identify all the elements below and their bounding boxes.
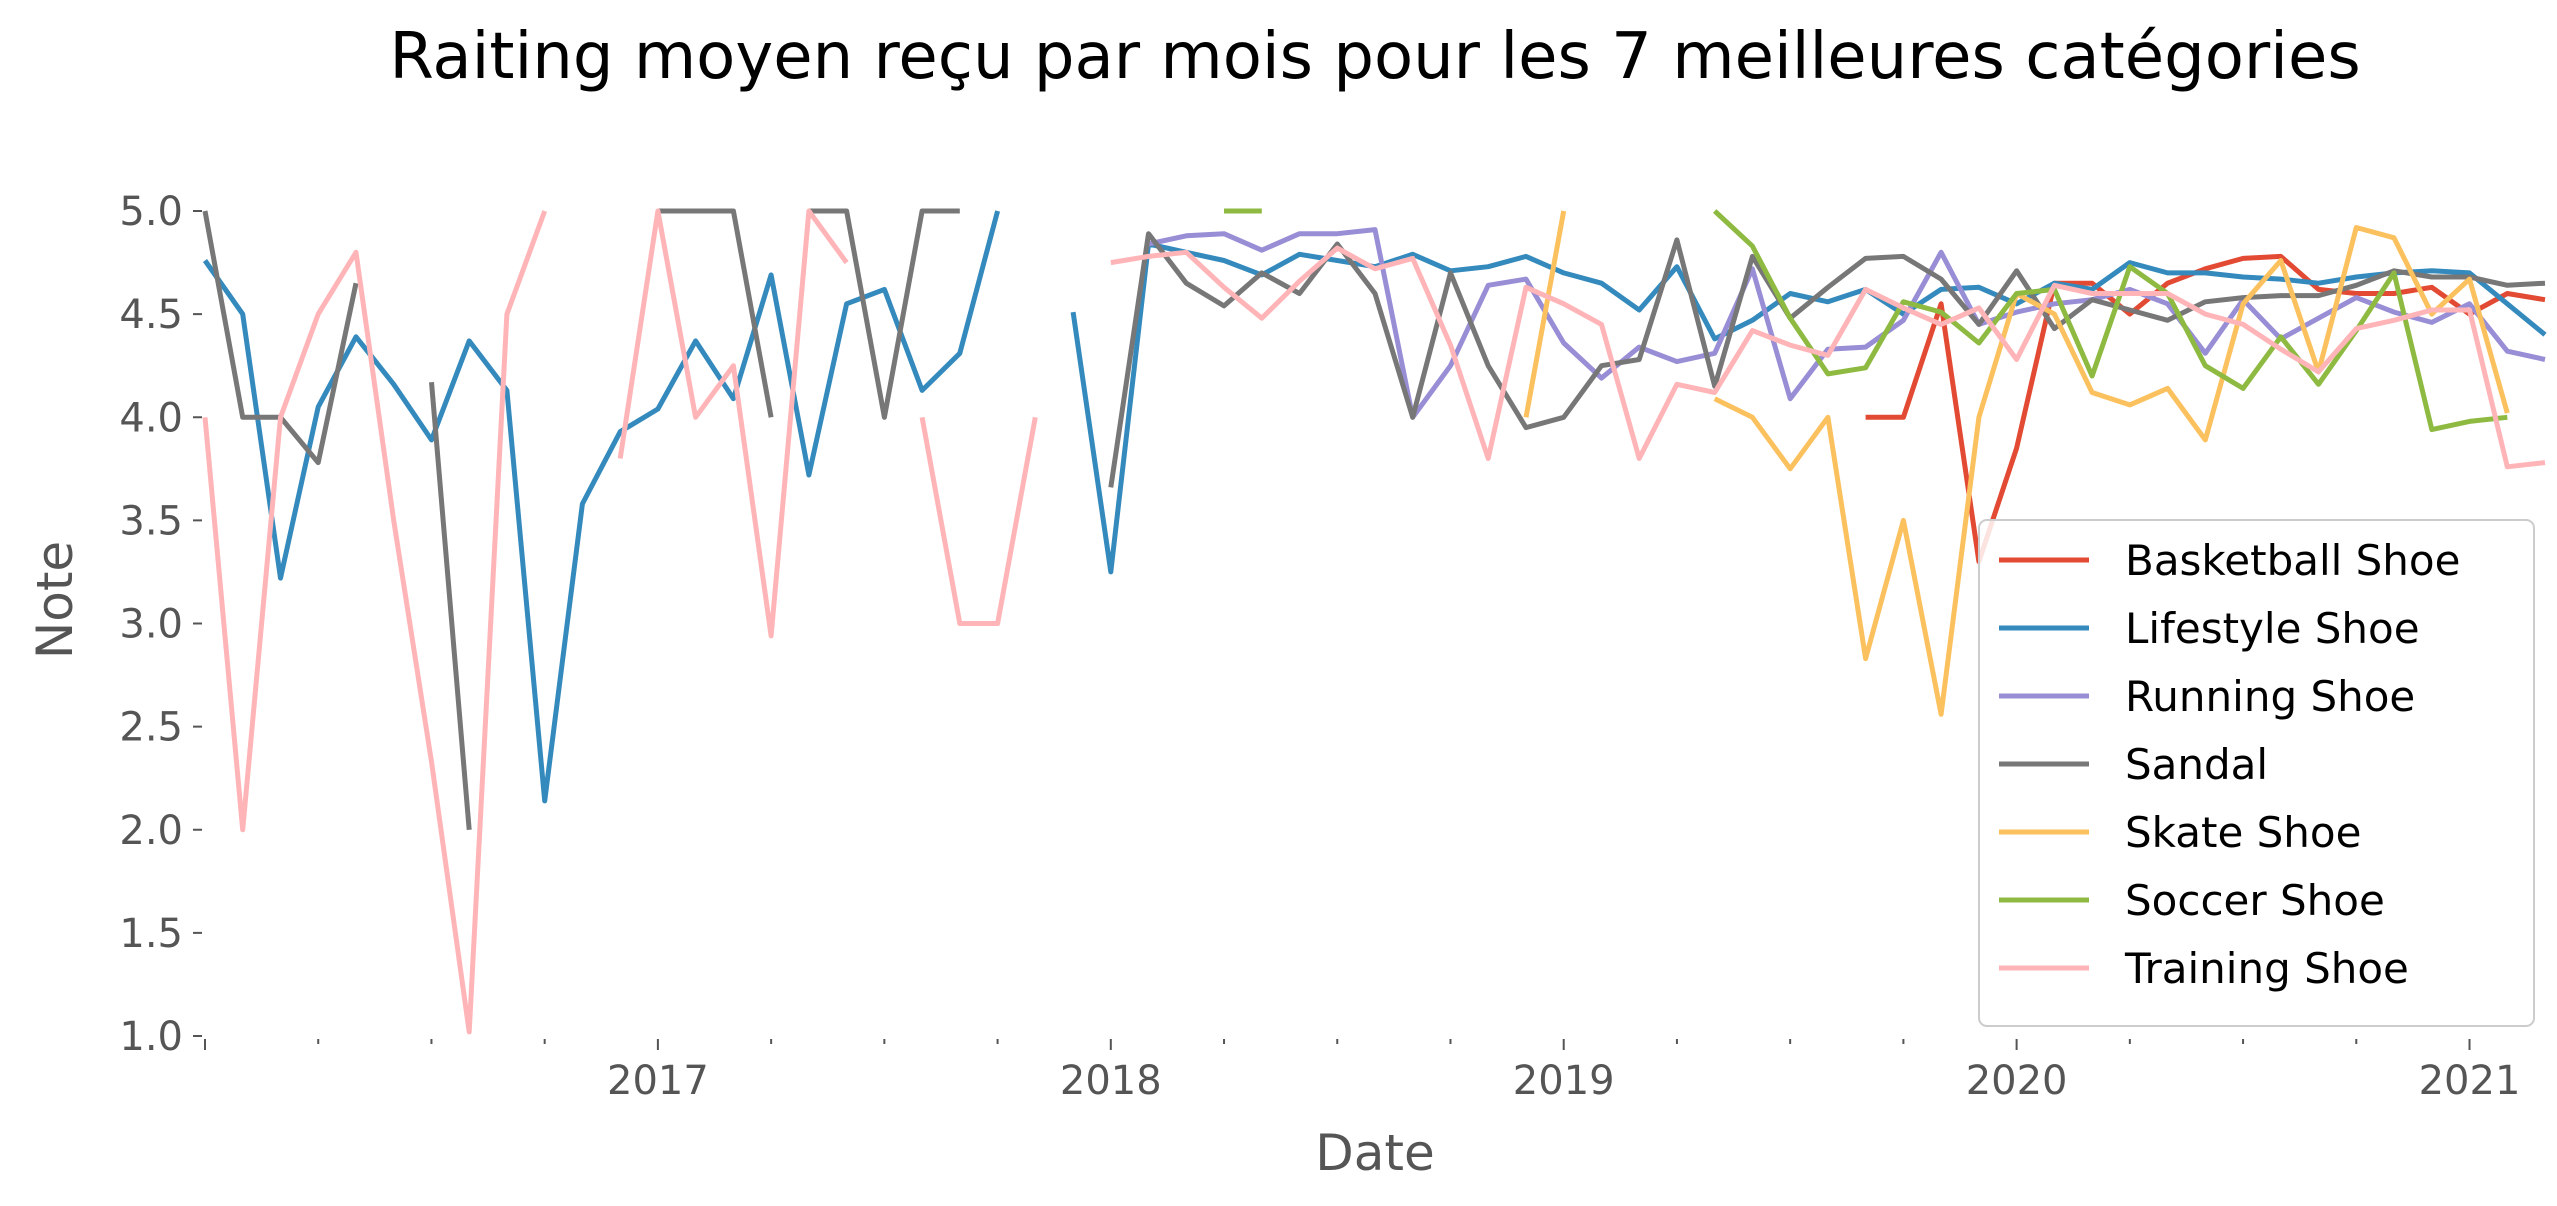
legend: Basketball Shoe Lifestyle Shoe Running Sho… (1978, 519, 2535, 1027)
y-tick-label: 1.5 (119, 911, 183, 957)
legend-item: Lifestyle Shoe (1999, 604, 2420, 653)
series-line-sandal (1108, 231, 2546, 488)
series-sandal (202, 208, 2546, 831)
series-line-training-shoe (202, 210, 548, 1035)
series-line-running-shoe (1147, 227, 2546, 420)
legend-label: Skate Shoe (2125, 808, 2361, 857)
x-tick-label: 2020 (1966, 1058, 2068, 1104)
y-tick-label: 1.0 (119, 1014, 183, 1060)
series-line-sandal (657, 208, 774, 418)
series-line-sandal (429, 381, 472, 831)
legend-item: Soccer Shoe (1999, 876, 2385, 925)
series-line-soccer-shoe (1712, 209, 2508, 433)
series-line-training-shoe (617, 208, 849, 639)
chart-title: Raiting moyen reçu par mois pour les 7 m… (389, 20, 2360, 94)
x-tick-label: 2017 (607, 1058, 709, 1104)
legend-label: Lifestyle Shoe (2125, 604, 2420, 653)
series-line-lifestyle-shoe (202, 210, 1001, 804)
legend-item: Basketball Shoe (1999, 536, 2460, 585)
legend-item: Training Shoe (1999, 944, 2409, 993)
y-tick-label: 3.5 (119, 498, 183, 544)
y-axis-label: Note (26, 541, 84, 659)
x-axis-label: Date (1315, 1124, 1435, 1182)
legend-item: Skate Shoe (1999, 808, 2361, 857)
legend-label: Basketball Shoe (2125, 536, 2460, 585)
series-running-shoe (1147, 227, 2546, 420)
x-tick-label: 2021 (2419, 1058, 2521, 1104)
legend-item: Sandal (1999, 740, 2268, 789)
y-axis: 1.0 1.5 2.0 2.5 3.0 3.5 4.0 4.5 5.0 (119, 189, 202, 1060)
legend-label: Soccer Shoe (2125, 876, 2385, 925)
series-line-training-shoe (1110, 245, 2546, 470)
series-line-sandal (808, 208, 960, 420)
legend-label: Sandal (2125, 740, 2268, 789)
series-line-training-shoe (919, 416, 1038, 626)
series-training-shoe (202, 208, 2546, 1035)
series-soccer-shoe (1224, 208, 2508, 433)
x-tick-label: 2018 (1060, 1058, 1162, 1104)
legend-label: Training Shoe (2124, 944, 2409, 993)
y-tick-label: 4.0 (119, 395, 183, 441)
y-tick-label: 2.0 (119, 808, 183, 854)
legend-item: Running Shoe (1999, 672, 2415, 721)
series-line-skate-shoe (1523, 210, 1567, 418)
series-line-lifestyle-shoe (1070, 241, 2547, 575)
y-tick-label: 5.0 (119, 189, 183, 235)
y-tick-label: 4.5 (119, 292, 183, 338)
x-axis: 2017 2018 2019 2020 2021 (204, 1039, 2521, 1104)
x-tick-label: 2019 (1513, 1058, 1615, 1104)
series-skate-shoe (1523, 210, 2510, 717)
series-line-skate-shoe (1713, 225, 2510, 717)
y-tick-label: 3.0 (119, 602, 183, 648)
y-tick-label: 2.5 (119, 705, 183, 751)
legend-box (1978, 519, 2535, 1027)
legend-label: Running Shoe (2125, 672, 2415, 721)
